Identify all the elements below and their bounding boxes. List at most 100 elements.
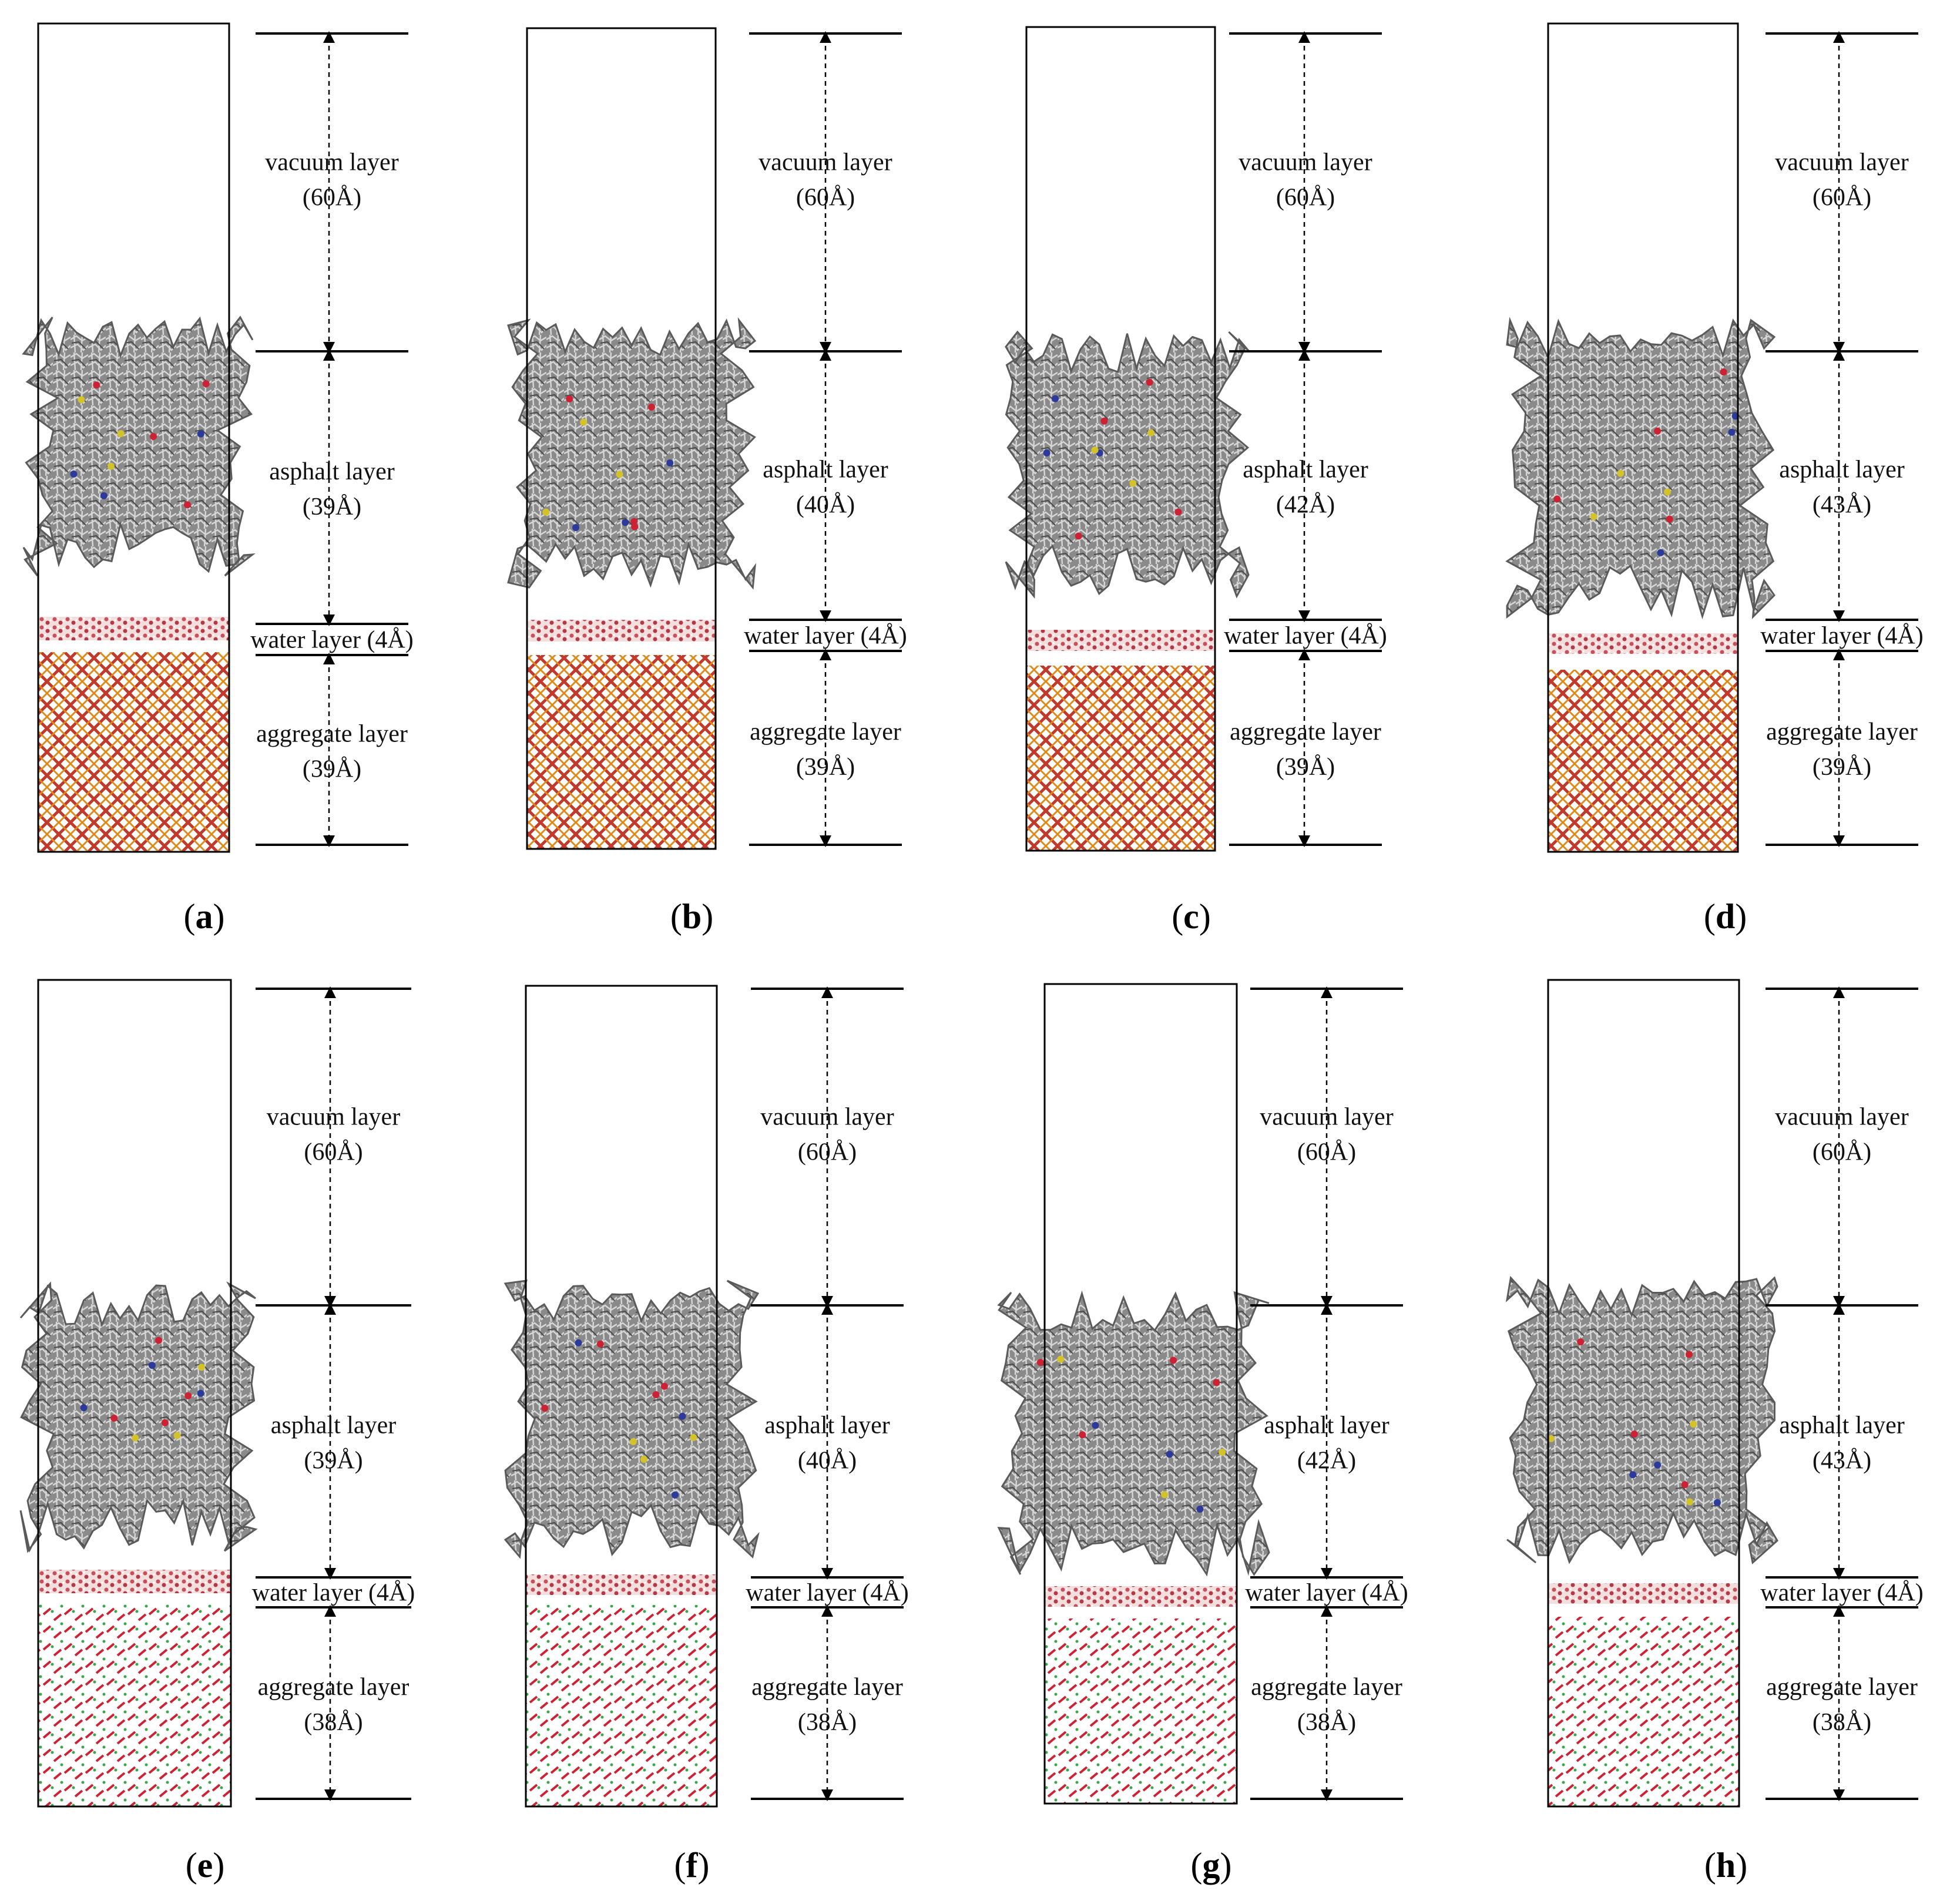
aggregate-layer-label: aggregate layer xyxy=(1766,718,1918,746)
heteroatom-dot xyxy=(660,1382,668,1390)
heteroatom-dot xyxy=(1147,429,1154,436)
heteroatom-dot xyxy=(155,1337,162,1344)
vacuum-layer-thickness: (60Å) xyxy=(1813,1139,1871,1166)
aggregate-layer-thickness: (39Å) xyxy=(796,754,855,781)
heteroatom-dot xyxy=(1654,1461,1662,1469)
heteroatom-dot xyxy=(1590,513,1597,521)
simulation-box xyxy=(1547,979,1740,1808)
asphalt-layer-thickness: (43Å) xyxy=(1813,492,1871,519)
water-film xyxy=(1548,633,1738,654)
heteroatom-dot xyxy=(1170,1356,1177,1364)
aggregate-layer-thickness: (38Å) xyxy=(798,1709,857,1736)
vacuum-layer-label: vacuum layer xyxy=(1775,1104,1908,1131)
vacuum-layer-label: vacuum layer xyxy=(1260,1104,1393,1131)
panel-caption: (a) xyxy=(184,897,225,936)
panel-b: vacuum layer (60Å) asphalt layer (40Å) water… xyxy=(507,27,907,936)
heteroatom-dot xyxy=(184,501,191,509)
panel-caption: (g) xyxy=(1191,1846,1232,1885)
panel-f: vacuum layer (60Å) asphalt layer (40Å) water… xyxy=(504,985,909,1885)
heteroatom-dot xyxy=(1213,1379,1220,1386)
asphalt-layer-thickness: (39Å) xyxy=(303,493,361,521)
heteroatom-dot xyxy=(107,462,115,470)
heteroatom-dot xyxy=(1057,1355,1065,1363)
water-film xyxy=(1026,630,1215,651)
aggregate-slab xyxy=(526,1605,717,1806)
heteroatom-dot xyxy=(622,519,629,526)
vacuum-layer-thickness: (60Å) xyxy=(798,1139,857,1166)
heteroatom-dot xyxy=(1548,1435,1555,1442)
simulation-box xyxy=(37,22,230,853)
asphalt-molecules xyxy=(1005,330,1250,599)
water-layer-label: water layer (4Å) xyxy=(1760,1580,1924,1607)
asphalt-layer-thickness: (39Å) xyxy=(304,1448,363,1475)
aggregate-layer-label: aggregate layer xyxy=(256,721,408,748)
heteroatom-dot xyxy=(110,1415,118,1422)
simulation-box xyxy=(526,27,717,850)
aggregate-layer-thickness: (38Å) xyxy=(304,1709,363,1736)
asphalt-layer-label: asphalt layer xyxy=(1779,1412,1904,1439)
panel-caption: (d) xyxy=(1704,897,1747,936)
water-film xyxy=(526,1574,717,1595)
panel-caption: (e) xyxy=(186,1846,225,1885)
aggregate-layer-thickness: (39Å) xyxy=(303,756,361,783)
heteroatom-dot xyxy=(1146,378,1153,386)
panel-e: vacuum layer (60Å) asphalt layer (39Å) water… xyxy=(19,979,415,1885)
heteroatom-dot xyxy=(1219,1449,1226,1456)
heteroatom-dot xyxy=(1174,508,1182,516)
water-film xyxy=(38,1570,231,1593)
heteroatom-dot xyxy=(1161,1491,1169,1499)
heteroatom-dot xyxy=(1577,1338,1585,1346)
heteroatom-dot xyxy=(1630,1430,1638,1438)
heteroatom-dot xyxy=(679,1412,686,1420)
vacuum-layer-label: vacuum layer xyxy=(1239,149,1372,176)
aggregate-slab xyxy=(38,652,229,852)
simulation-box xyxy=(1043,983,1238,1805)
water-layer-label: water layer (4Å) xyxy=(250,627,414,654)
asphalt-layer-thickness: (42Å) xyxy=(1276,492,1335,519)
vacuum-layer-thickness: (60Å) xyxy=(1813,184,1871,211)
heteroatom-dot xyxy=(1686,1351,1693,1358)
aggregate-slab xyxy=(1548,1617,1739,1806)
heteroatom-dot xyxy=(80,1404,88,1412)
asphalt-layer-label: asphalt layer xyxy=(763,456,888,483)
heteroatom-dot xyxy=(78,396,85,404)
heteroatom-dot xyxy=(1657,549,1664,556)
vacuum-layer-thickness: (60Å) xyxy=(1297,1139,1356,1166)
heteroatom-dot xyxy=(1666,515,1673,523)
heteroatom-dot xyxy=(100,492,108,499)
water-layer-label: water layer (4Å) xyxy=(252,1580,415,1607)
heteroatom-dot xyxy=(1166,1450,1173,1458)
heteroatom-dot xyxy=(1043,449,1050,456)
heteroatom-dot xyxy=(1092,1422,1099,1429)
heteroatom-dot xyxy=(1553,495,1561,503)
heteroatom-dot xyxy=(1686,1498,1694,1506)
vacuum-layer-thickness: (60Å) xyxy=(303,184,361,211)
heteroatom-dot xyxy=(596,1340,604,1348)
heteroatom-dot xyxy=(652,1391,660,1398)
panel-h: vacuum layer (60Å) asphalt layer (43Å) water… xyxy=(1505,979,1924,1885)
heteroatom-dot xyxy=(70,470,78,478)
aggregate-layer-thickness: (39Å) xyxy=(1813,754,1871,781)
heteroatom-dot xyxy=(1629,1471,1637,1479)
vacuum-layer-label: vacuum layer xyxy=(267,1104,400,1131)
aggregate-layer-label: aggregate layer xyxy=(751,1674,903,1701)
heteroatom-dot xyxy=(1100,417,1108,425)
water-film xyxy=(1045,1586,1237,1607)
heteroatom-dot xyxy=(1091,446,1099,454)
aggregate-layer-label: aggregate layer xyxy=(1230,718,1381,746)
vacuum-layer-label: vacuum layer xyxy=(1775,149,1908,176)
heteroatom-dot xyxy=(630,518,638,525)
water-layer-label: water layer (4Å) xyxy=(746,1580,909,1607)
heteroatom-dot xyxy=(1075,532,1082,540)
panel-g: vacuum layer (60Å) asphalt layer (42Å) water… xyxy=(997,983,1408,1885)
aggregate-layer-label: aggregate layer xyxy=(1766,1674,1918,1701)
heteroatom-dot xyxy=(1052,395,1059,402)
vacuum-layer-thickness: (60Å) xyxy=(796,184,855,211)
heteroatom-dot xyxy=(1129,479,1137,487)
aggregate-slab xyxy=(1026,666,1215,851)
asphalt-molecules xyxy=(22,315,256,577)
heteroatom-dot xyxy=(640,1456,648,1463)
heteroatom-dot xyxy=(148,1362,156,1369)
asphalt-layer-thickness: (40Å) xyxy=(796,492,855,519)
